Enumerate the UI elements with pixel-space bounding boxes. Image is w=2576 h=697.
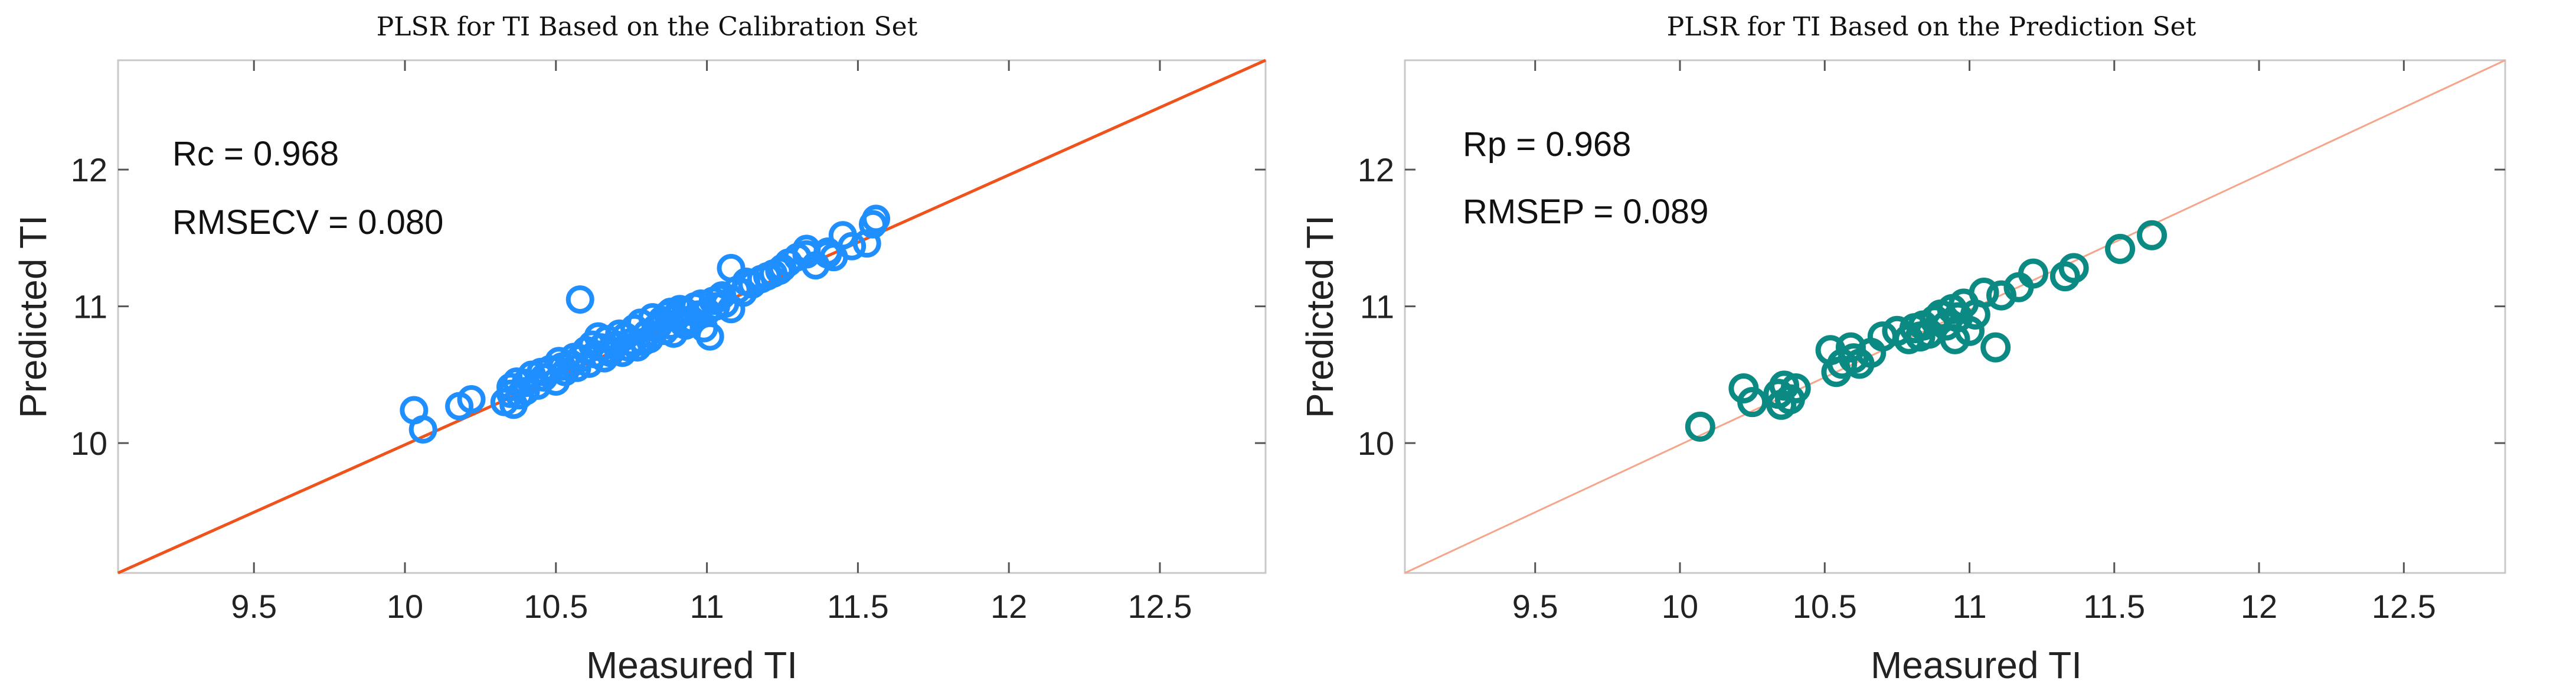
- x-tick-label: 11: [1952, 588, 1986, 625]
- x-tick-label: 12.5: [1127, 588, 1192, 625]
- data-point: [1780, 373, 1811, 404]
- data-point: [1769, 370, 1800, 401]
- plot-frame: [1404, 59, 2506, 574]
- rmsep-annotation: RMSEP = 0.089: [1463, 193, 1708, 231]
- data-point: [565, 285, 594, 314]
- x-axis-label: Measured TI: [586, 644, 797, 686]
- y-tick-label: 10: [71, 425, 107, 462]
- data-point: [2137, 220, 2168, 250]
- plot-frame: [117, 59, 1267, 574]
- x-tick-label: 11.5: [2083, 588, 2145, 625]
- y-axis-ticks: 10 11 12: [71, 151, 1266, 462]
- x-tick-label: 10.5: [1793, 588, 1857, 625]
- data-point: [689, 314, 718, 343]
- x-tick-label: 12: [2241, 588, 2277, 625]
- data-point: [1737, 387, 1768, 418]
- data-points: [1685, 220, 2168, 442]
- data-point: [705, 284, 734, 312]
- data-point: [2105, 233, 2136, 264]
- x-tick-label: 11.5: [827, 588, 889, 625]
- rc-annotation: Rc = 0.968: [172, 135, 339, 173]
- calibration-chart: PLSR for TI Based on the Calibration Set…: [12, 12, 1267, 686]
- x-tick-label: 9.5: [1512, 588, 1558, 625]
- x-tick-label: 10.5: [524, 588, 588, 625]
- rp-annotation: Rp = 0.968: [1463, 125, 1631, 164]
- data-point: [1685, 411, 1715, 442]
- x-axis-label: Measured TI: [1871, 644, 2082, 686]
- y-tick-label: 11: [1360, 288, 1394, 325]
- y-tick-label: 10: [1358, 425, 1394, 462]
- data-point: [1969, 277, 1999, 308]
- y-axis-ticks: 10 11 12: [1358, 151, 2505, 462]
- data-point: [862, 204, 891, 233]
- data-point: [671, 311, 700, 340]
- y-tick-label: 11: [73, 288, 107, 325]
- data-point: [614, 333, 643, 362]
- x-tick-label: 10: [387, 588, 423, 625]
- x-tick-label: 12: [990, 588, 1027, 625]
- chart-title: PLSR for TI Based on the Prediction Set: [1667, 12, 2196, 42]
- x-tick-label: 12.5: [2372, 588, 2436, 625]
- data-point: [1986, 280, 2016, 311]
- data-point: [732, 267, 761, 296]
- data-point: [2018, 258, 2048, 289]
- data-point: [2058, 253, 2089, 284]
- data-points: [400, 204, 891, 444]
- y-tick-label: 12: [71, 151, 107, 188]
- data-point: [1954, 315, 1985, 346]
- data-point: [765, 256, 794, 285]
- data-point: [813, 240, 842, 269]
- data-point: [496, 379, 525, 408]
- data-point: [584, 322, 613, 351]
- rmsecv-annotation: RMSECV = 0.080: [172, 203, 443, 242]
- y-tick-label: 12: [1358, 151, 1394, 188]
- data-point: [629, 327, 658, 356]
- x-tick-label: 10: [1662, 588, 1698, 625]
- data-point: [548, 352, 577, 381]
- y-axis-label: Predicted TI: [1299, 215, 1341, 418]
- data-point: [1838, 343, 1869, 374]
- y-axis-label: Predicted TI: [12, 215, 54, 418]
- prediction-chart: PLSR for TI Based on the Prediction Set …: [1299, 12, 2506, 686]
- chart-title: PLSR for TI Based on the Calibration Set: [377, 12, 918, 42]
- data-point: [2049, 261, 2080, 292]
- data-point: [408, 415, 437, 444]
- x-tick-label: 9.5: [231, 588, 277, 625]
- data-point: [838, 232, 867, 260]
- x-axis-ticks: 9.5 10 10.5 11 11.5 12 12.5: [231, 60, 1192, 625]
- data-point: [1980, 332, 2011, 363]
- x-tick-label: 11: [690, 588, 724, 625]
- x-axis-ticks: 9.5 10 10.5 11 11.5 12 12.5: [1512, 60, 2436, 625]
- data-point: [457, 385, 486, 414]
